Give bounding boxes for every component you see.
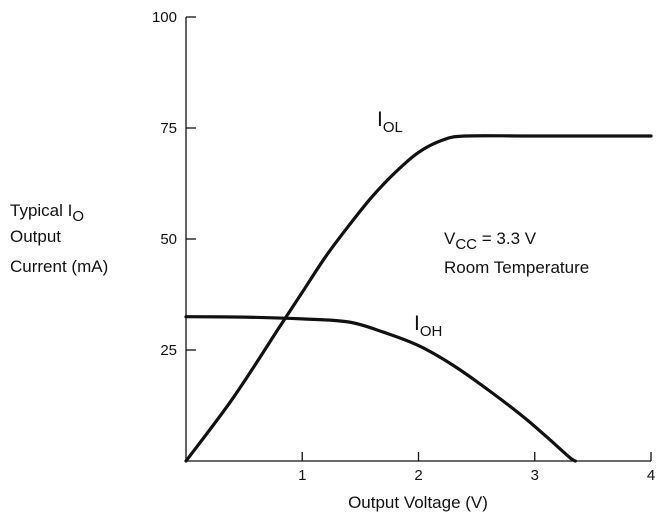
series-line-ioh [184, 315, 577, 463]
annotation-vcc: VCC = 3.3 V [444, 229, 537, 253]
y-axis-label-line3: Current (mA) [10, 257, 108, 276]
y-ticks: 25 50 75 100 [152, 9, 196, 359]
series-label-iol: IOL [377, 108, 403, 136]
y-axis-label-line1: Typical IO [10, 201, 84, 225]
y-axis-label-line2: Output [10, 227, 61, 246]
x-tick-label: 4 [647, 467, 655, 484]
x-tick-label: 1 [298, 467, 306, 484]
y-tick-label: 100 [152, 9, 177, 26]
curves [184, 134, 653, 463]
x-axis-label: Output Voltage (V) [348, 493, 488, 512]
annotation-temperature: Room Temperature [444, 258, 589, 277]
y-tick-label: 25 [160, 342, 177, 359]
y-tick-label: 75 [160, 120, 177, 137]
x-ticks: 1 2 3 4 [298, 452, 655, 484]
x-tick-label: 3 [531, 467, 539, 484]
series-label-ioh: IOH [414, 312, 442, 340]
plot-area: 1 2 3 4 25 50 75 100 [152, 9, 655, 484]
y-tick-label: 50 [160, 231, 177, 248]
series-line-iol [184, 134, 653, 463]
x-tick-label: 2 [414, 467, 422, 484]
